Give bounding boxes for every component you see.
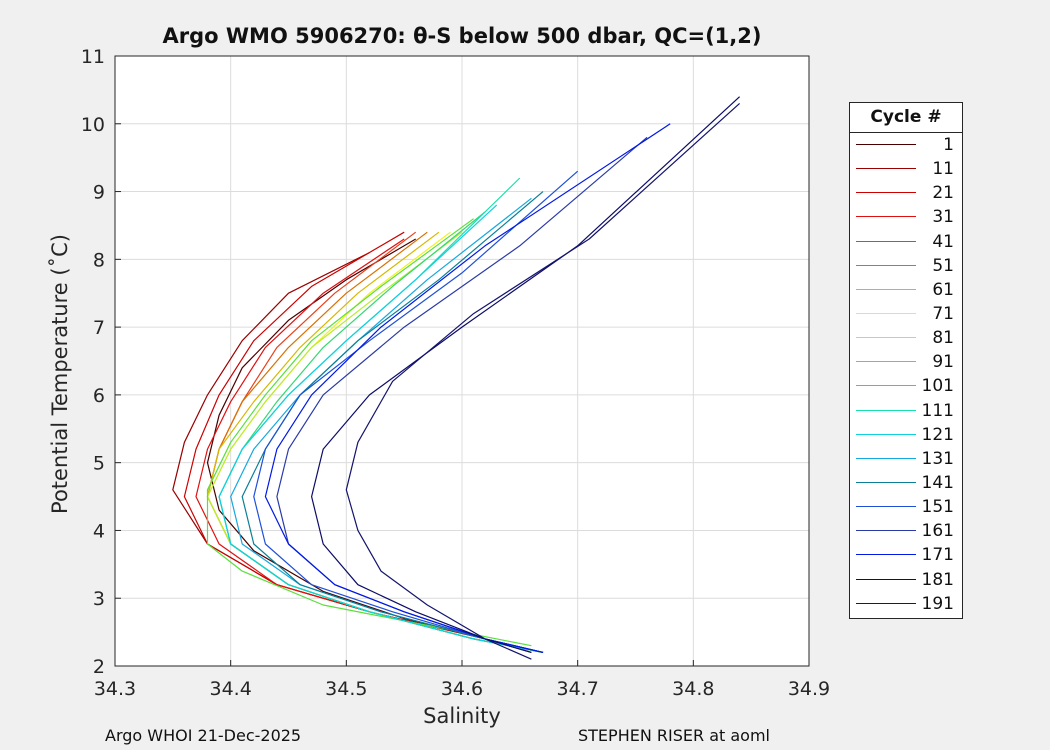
legend-item: 171 [850, 543, 962, 567]
legend-item: 181 [850, 568, 962, 592]
legend-swatch [856, 168, 916, 170]
y-tick-label: 11 [81, 46, 105, 68]
legend-swatch [856, 554, 916, 556]
series-line-cycle-11 [172, 252, 544, 653]
legend-label: 91 [932, 352, 954, 373]
legend-swatch [856, 240, 916, 242]
x-axis-label: Salinity [423, 704, 501, 728]
legend-label: 161 [921, 521, 954, 542]
legend-item: 81 [850, 326, 962, 350]
footer-left-text: Argo WHOI 21-Dec-2025 [105, 726, 302, 745]
y-tick-label: 3 [93, 588, 105, 610]
y-tick-label: 9 [93, 182, 105, 204]
legend-item: 91 [850, 350, 962, 374]
y-tick-label: 8 [93, 249, 105, 271]
legend-label: 151 [921, 497, 954, 518]
series-line-cycle-191 [345, 102, 741, 660]
legend-swatch [856, 288, 916, 290]
legend-item: 101 [850, 374, 962, 398]
legend-label: 61 [932, 279, 954, 300]
legend-swatch [856, 530, 916, 532]
y-axis-label: Potential Temperature (˚C) [48, 234, 72, 514]
legend-label: 101 [921, 376, 954, 397]
legend-label: 131 [921, 448, 954, 469]
legend-swatch [856, 602, 916, 604]
legend-item: 21 [850, 181, 962, 205]
series-line-cycle-91 [206, 218, 532, 647]
legend-swatch [856, 481, 916, 483]
series-line-cycle-151 [253, 170, 579, 653]
legend: Cycle # 1 11 21 31 41 51 61 71 81 91 101 111 121 131 1… [849, 102, 963, 619]
series-line-cycle-171 [264, 123, 671, 653]
series-line-cycle-181 [311, 96, 741, 653]
y-tick-label: 4 [93, 520, 105, 542]
x-tick-label: 34.6 [441, 678, 483, 700]
y-tick-label: 6 [93, 385, 105, 407]
legend-item: 161 [850, 519, 962, 543]
legend-label: 51 [932, 255, 954, 276]
legend-item: 71 [850, 302, 962, 326]
x-tick-label: 34.7 [557, 678, 599, 700]
legend-label: 31 [932, 207, 954, 228]
x-tick-label: 34.9 [788, 678, 830, 700]
legend-swatch [856, 312, 916, 314]
legend-item: 61 [850, 278, 962, 302]
legend-swatch [856, 192, 916, 194]
legend-item: 51 [850, 254, 962, 278]
legend-label: 141 [921, 472, 954, 493]
legend-swatch [856, 264, 916, 266]
legend-label: 21 [932, 183, 954, 204]
x-tick-label: 34.3 [94, 678, 136, 700]
legend-item: 151 [850, 495, 962, 519]
legend-swatch [856, 506, 916, 508]
series-line-cycle-121 [218, 204, 544, 653]
legend-item: 141 [850, 471, 962, 495]
y-tick-label: 2 [93, 656, 105, 678]
x-tick-label: 34.4 [210, 678, 252, 700]
legend-item: 31 [850, 205, 962, 229]
legend-item: 131 [850, 447, 962, 471]
legend-swatch [856, 337, 916, 339]
legend-swatch [856, 361, 916, 363]
footer-right-text: STEPHEN RISER at aoml [578, 726, 770, 745]
legend-swatch [856, 385, 916, 387]
legend-item: 11 [850, 157, 962, 181]
axis-ticks: 34.3 34.4 34.5 34.6 34.7 34.8 34.9 2 3 4 5 6 7 8 9 10 11 [81, 46, 830, 700]
y-tick-label: 10 [81, 114, 105, 136]
legend-item: 191 [850, 592, 962, 616]
series-lines [172, 96, 741, 660]
series-line-cycle-141 [241, 191, 544, 653]
legend-label: 41 [932, 231, 954, 252]
legend-label: 1 [943, 135, 954, 155]
series-line-cycle-1 [206, 238, 532, 653]
legend-items: 1 11 21 31 41 51 61 71 81 91 101 111 121 131 141 151 161… [850, 133, 962, 616]
legend-item: 1 [850, 133, 962, 157]
legend-swatch [856, 578, 916, 580]
legend-swatch [856, 409, 916, 411]
legend-label: 191 [921, 593, 954, 614]
legend-swatch [856, 457, 916, 459]
legend-swatch [856, 216, 916, 218]
y-tick-label: 7 [93, 317, 105, 339]
legend-swatch [856, 144, 916, 145]
legend-item: 111 [850, 399, 962, 423]
legend-label: 171 [921, 545, 954, 566]
x-tick-label: 34.5 [325, 678, 367, 700]
legend-item: 41 [850, 230, 962, 254]
legend-label: 71 [932, 303, 954, 324]
chart-title: Argo WMO 5906270: θ-S below 500 dbar, QC… [162, 24, 762, 48]
x-tick-label: 34.8 [672, 678, 714, 700]
legend-label: 121 [921, 424, 954, 445]
y-tick-label: 5 [93, 453, 105, 475]
legend-title: Cycle # [850, 103, 962, 133]
legend-label: 111 [921, 400, 954, 421]
legend-item: 121 [850, 423, 962, 447]
legend-label: 81 [932, 328, 954, 349]
legend-label: 181 [921, 569, 954, 590]
legend-label: 11 [932, 159, 954, 180]
legend-swatch [856, 433, 916, 435]
